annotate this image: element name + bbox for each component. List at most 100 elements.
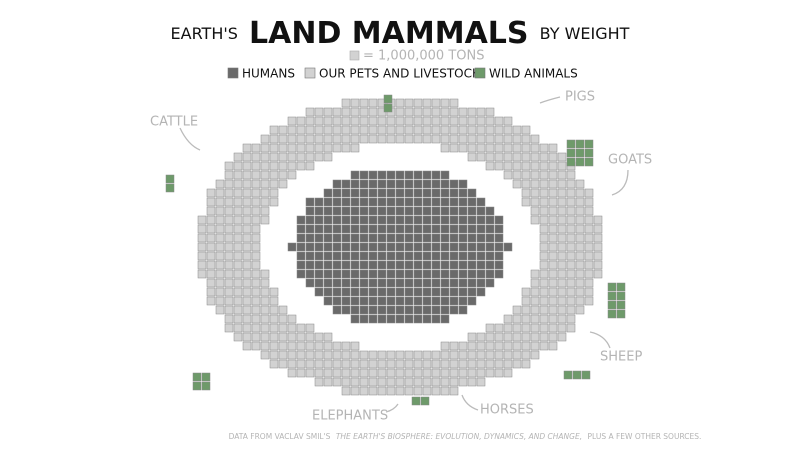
unit-square xyxy=(341,359,351,369)
unit-square xyxy=(530,206,540,216)
unit-square xyxy=(350,278,360,288)
unit-square xyxy=(383,103,393,113)
unit-square xyxy=(512,152,522,162)
unit-square xyxy=(368,251,378,261)
unit-square xyxy=(305,332,315,342)
unit-square xyxy=(458,359,468,369)
source-text: PLUS A FEW OTHER SOURCES. xyxy=(588,432,702,441)
unit-square xyxy=(467,377,477,387)
unit-square xyxy=(383,94,393,104)
unit-square xyxy=(503,332,513,342)
unit-square xyxy=(494,323,504,333)
unit-square xyxy=(305,206,315,216)
unit-square xyxy=(242,197,252,207)
unit-square xyxy=(521,341,531,351)
unit-square xyxy=(359,242,369,252)
unit-square xyxy=(296,368,306,378)
unit-square xyxy=(539,179,549,189)
unit-square xyxy=(521,350,531,360)
unit-square xyxy=(467,152,477,162)
unit-square xyxy=(539,188,549,198)
unit-square xyxy=(404,278,414,288)
unit-square xyxy=(359,305,369,315)
unit-square xyxy=(584,296,594,306)
unit-square xyxy=(548,287,558,297)
unit-square xyxy=(192,372,202,382)
unit-square xyxy=(242,314,252,324)
unit-square xyxy=(584,278,594,288)
unit-square xyxy=(260,323,270,333)
unit-square xyxy=(323,116,333,126)
unit-square xyxy=(332,296,342,306)
unit-square xyxy=(350,215,360,225)
unit-square xyxy=(548,161,558,171)
unit-square xyxy=(530,197,540,207)
unit-square xyxy=(332,251,342,261)
unit-square xyxy=(422,233,432,243)
unit-square xyxy=(233,188,243,198)
unit-square xyxy=(206,197,216,207)
unit-square xyxy=(440,359,450,369)
unit-square xyxy=(467,125,477,135)
unit-square xyxy=(332,215,342,225)
unit-square xyxy=(323,242,333,252)
unit-square xyxy=(314,125,324,135)
unit-square xyxy=(485,332,495,342)
unit-square xyxy=(368,359,378,369)
unit-square xyxy=(323,368,333,378)
unit-square xyxy=(215,251,225,261)
unit-square xyxy=(377,269,387,279)
unit-square xyxy=(512,323,522,333)
unit-square xyxy=(296,125,306,135)
unit-square xyxy=(192,381,202,391)
unit-square xyxy=(314,260,324,270)
unit-square xyxy=(440,170,450,180)
unit-square xyxy=(251,161,261,171)
legend-swatch xyxy=(474,67,486,79)
unit-square xyxy=(359,188,369,198)
unit-square xyxy=(458,242,468,252)
unit-square xyxy=(458,179,468,189)
unit-square xyxy=(467,143,477,153)
unit-square xyxy=(323,269,333,279)
unit-square xyxy=(404,98,414,108)
unit-square xyxy=(449,188,459,198)
unit-square xyxy=(260,170,270,180)
unit-square xyxy=(413,269,423,279)
unit-square xyxy=(323,107,333,117)
unit-square xyxy=(584,197,594,207)
unit-square xyxy=(332,278,342,288)
unit-square xyxy=(332,269,342,279)
unit-square xyxy=(521,170,531,180)
unit-square xyxy=(422,224,432,234)
unit-square xyxy=(233,161,243,171)
unit-square xyxy=(287,116,297,126)
unit-square xyxy=(332,287,342,297)
unit-square xyxy=(278,170,288,180)
unit-square xyxy=(314,278,324,288)
unit-square xyxy=(512,179,522,189)
unit-square xyxy=(458,341,468,351)
unit-square xyxy=(386,251,396,261)
unit-square xyxy=(350,197,360,207)
unit-square xyxy=(251,314,261,324)
unit-square xyxy=(323,224,333,234)
unit-square xyxy=(530,188,540,198)
unit-square xyxy=(323,251,333,261)
unit-square xyxy=(233,269,243,279)
unit-square xyxy=(395,368,405,378)
unit-square xyxy=(458,305,468,315)
unit-square xyxy=(575,206,585,216)
unit-square xyxy=(386,305,396,315)
unit-square xyxy=(413,386,423,396)
unit-square xyxy=(476,215,486,225)
title-suffix: BY WEIGHT xyxy=(540,24,630,43)
unit-square xyxy=(575,260,585,270)
unit-square xyxy=(449,206,459,216)
unit-square xyxy=(251,197,261,207)
unit-square xyxy=(431,296,441,306)
unit-square xyxy=(377,188,387,198)
unit-square xyxy=(449,179,459,189)
unit-square xyxy=(359,179,369,189)
unit-square xyxy=(503,314,513,324)
